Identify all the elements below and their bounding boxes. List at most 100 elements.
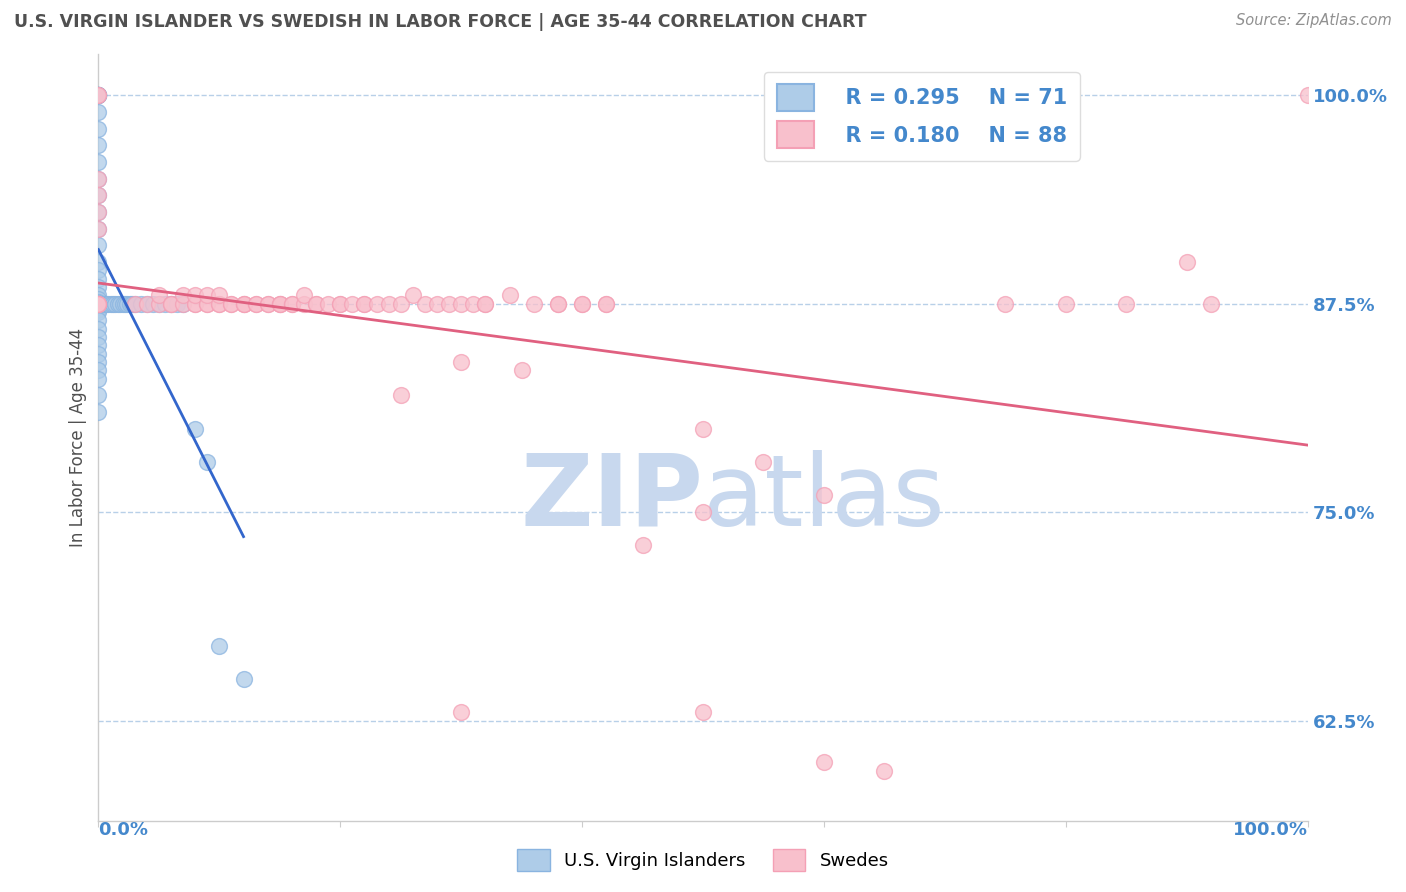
Point — [87, 121, 110, 136]
Point — [873, 764, 896, 778]
Point — [692, 705, 714, 719]
Point — [124, 296, 146, 310]
Point — [510, 363, 533, 377]
Point — [595, 296, 617, 310]
Point — [87, 188, 110, 202]
Text: Source: ZipAtlas.com: Source: ZipAtlas.com — [1236, 13, 1392, 29]
Point — [474, 296, 496, 310]
Point — [87, 88, 110, 103]
Point — [148, 296, 170, 310]
Point — [87, 88, 110, 103]
Point — [97, 296, 120, 310]
Point — [87, 205, 110, 219]
Point — [153, 296, 176, 310]
Point — [631, 539, 654, 553]
Point — [87, 255, 110, 269]
Point — [87, 292, 110, 306]
Point — [87, 355, 110, 369]
Point — [232, 296, 254, 310]
Point — [87, 238, 110, 252]
Point — [172, 288, 194, 302]
Point — [87, 338, 110, 352]
Point — [232, 296, 254, 310]
Point — [269, 296, 291, 310]
Text: 0.0%: 0.0% — [98, 821, 149, 838]
Legend: U.S. Virgin Islanders, Swedes: U.S. Virgin Islanders, Swedes — [510, 842, 896, 879]
Point — [104, 296, 127, 310]
Point — [342, 296, 364, 310]
Point — [129, 296, 152, 310]
Point — [256, 296, 278, 310]
Point — [692, 422, 714, 436]
Point — [87, 221, 110, 235]
Point — [87, 295, 110, 310]
Text: atlas: atlas — [703, 450, 945, 547]
Point — [292, 288, 315, 302]
Point — [353, 296, 375, 310]
Point — [208, 639, 231, 653]
Point — [172, 296, 194, 310]
Point — [463, 296, 485, 310]
Point — [994, 296, 1017, 310]
Point — [87, 296, 110, 310]
Point — [305, 296, 328, 310]
Point — [166, 296, 188, 310]
Point — [402, 288, 425, 302]
Point — [87, 363, 110, 377]
Point — [281, 296, 304, 310]
Point — [87, 221, 110, 235]
Point — [135, 296, 157, 310]
Point — [450, 296, 472, 310]
Point — [426, 296, 449, 310]
Point — [87, 313, 110, 327]
Point — [87, 405, 110, 419]
Point — [1175, 255, 1198, 269]
Point — [160, 296, 183, 310]
Point — [208, 296, 231, 310]
Point — [1054, 296, 1077, 310]
Point — [87, 296, 110, 310]
Point — [121, 296, 143, 310]
Point — [232, 672, 254, 686]
Point — [87, 88, 110, 103]
Point — [1199, 296, 1222, 310]
Point — [87, 347, 110, 361]
Point — [94, 296, 117, 310]
Point — [87, 288, 110, 302]
Point — [87, 88, 110, 103]
Point — [208, 288, 231, 302]
Point — [87, 188, 110, 202]
Point — [595, 296, 617, 310]
Point — [87, 104, 110, 119]
Point — [101, 296, 124, 310]
Point — [148, 296, 170, 310]
Point — [87, 296, 110, 310]
Point — [117, 296, 139, 310]
Point — [316, 296, 339, 310]
Point — [752, 455, 775, 469]
Point — [160, 296, 183, 310]
Point — [232, 296, 254, 310]
Point — [87, 296, 110, 310]
Point — [547, 296, 569, 310]
Point — [100, 296, 122, 310]
Point — [195, 296, 218, 310]
Point — [87, 296, 110, 310]
Text: 100.0%: 100.0% — [1233, 821, 1308, 838]
Point — [281, 296, 304, 310]
Point — [195, 455, 218, 469]
Point — [292, 296, 315, 310]
Point — [245, 296, 267, 310]
Point — [547, 296, 569, 310]
Point — [184, 422, 207, 436]
Point — [184, 288, 207, 302]
Point — [184, 296, 207, 310]
Point — [87, 296, 110, 310]
Point — [87, 298, 110, 312]
Y-axis label: In Labor Force | Age 35-44: In Labor Force | Age 35-44 — [69, 327, 87, 547]
Point — [87, 296, 110, 310]
Point — [195, 288, 218, 302]
Point — [498, 288, 520, 302]
Point — [87, 88, 110, 103]
Point — [87, 321, 110, 335]
